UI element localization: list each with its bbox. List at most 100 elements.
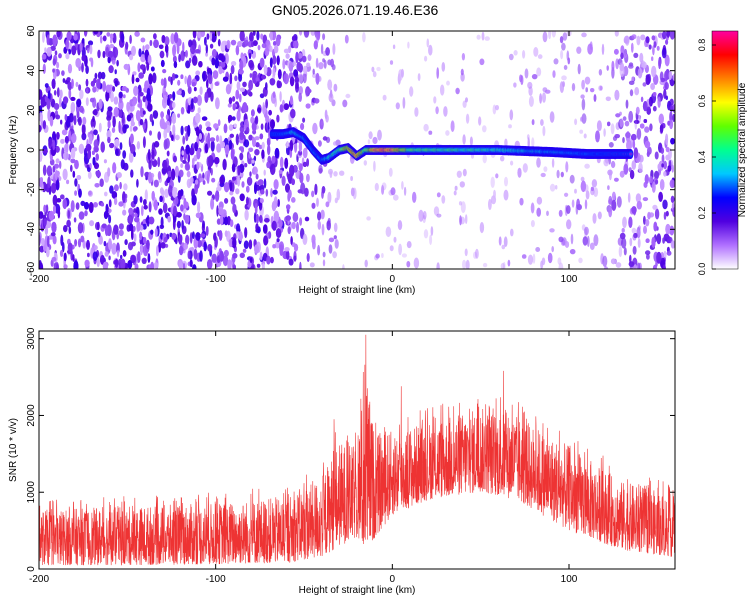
heatmap-cell: [119, 182, 122, 190]
heatmap-cell: [79, 89, 84, 100]
heatmap-cell: [345, 93, 351, 99]
heatmap-cell: [663, 160, 667, 170]
heatmap-cell: [332, 43, 336, 55]
heatmap-cell: [528, 95, 534, 107]
heatmap-cell: [465, 97, 468, 103]
heatmap-cell: [42, 63, 46, 74]
heatmap-cell: [543, 166, 548, 172]
heatmap-cell: [237, 41, 243, 47]
heatmap-cell: [119, 142, 123, 151]
y-tick-label: 20: [26, 104, 37, 116]
heatmap-cell: [105, 203, 109, 215]
heatmap-cell: [284, 247, 290, 252]
heatmap-cell: [510, 160, 514, 166]
heatmap-cell: [239, 87, 246, 93]
heatmap-cell: [110, 91, 114, 103]
heatmap-cell: [52, 139, 56, 151]
heatmap-cell: [55, 158, 60, 164]
heatmap-cell: [623, 247, 627, 256]
heatmap-cell: [614, 31, 619, 37]
heatmap-cell: [77, 31, 80, 41]
heatmap-cell: [287, 226, 291, 235]
heatmap-cell: [670, 137, 675, 145]
heatmap-cell: [259, 57, 265, 68]
heatmap-cell: [292, 61, 297, 67]
heatmap-cell: [322, 136, 328, 141]
heatmap-cell: [224, 144, 230, 155]
heatmap-cell: [109, 142, 115, 149]
heatmap-cell: [50, 232, 56, 237]
heatmap-cell: [272, 91, 276, 99]
heatmap-cell: [78, 84, 82, 91]
heatmap-cell: [662, 199, 668, 210]
heatmap-cell: [89, 44, 93, 55]
heatmap-cell: [177, 79, 181, 86]
heatmap-cell: [113, 224, 119, 235]
heatmap-cell: [279, 244, 284, 256]
heatmap-cell: [272, 67, 276, 77]
heatmap-cell: [87, 171, 92, 179]
heatmap-cell: [648, 44, 652, 50]
heatmap-cell: [207, 138, 211, 149]
heatmap-cell: [159, 50, 165, 59]
heatmap-cell: [664, 70, 668, 82]
heatmap-cell: [291, 197, 296, 203]
heatmap-cell: [47, 109, 51, 122]
heatmap-cell: [185, 50, 188, 58]
heatmap-cell: [402, 97, 406, 109]
heatmap-cell: [269, 78, 276, 86]
heatmap-cell: [141, 205, 144, 217]
heatmap-cell: [326, 220, 331, 231]
heatmap-cell: [459, 181, 465, 188]
heatmap-cell: [207, 190, 213, 196]
heatmap-cell: [111, 191, 118, 199]
heatmap-cell: [329, 171, 333, 179]
heatmap-cell: [555, 185, 558, 190]
heatmap-cell: [93, 139, 100, 149]
heatmap-cell: [135, 110, 141, 122]
heatmap-cell: [236, 223, 241, 234]
heatmap-cell: [662, 237, 665, 244]
heatmap-cell: [172, 55, 177, 63]
heatmap-cell: [564, 192, 569, 197]
heatmap-cell: [651, 56, 654, 61]
heatmap-cell: [39, 211, 44, 219]
heatmap-cell: [150, 261, 155, 269]
heatmap-cell: [665, 133, 669, 145]
heatmap-cell: [176, 90, 182, 95]
heatmap-cell: [593, 94, 597, 102]
heatmap-cell: [269, 163, 276, 176]
heatmap-cell: [598, 69, 603, 76]
heatmap-cell: [222, 255, 229, 267]
heatmap-cell: [73, 217, 77, 223]
heatmap-cell: [209, 137, 216, 142]
heatmap-cell: [654, 151, 659, 160]
heatmap-cell: [105, 84, 111, 93]
heatmap-cell: [643, 119, 648, 123]
heatmap-cell: [55, 146, 60, 153]
heatmap-cell: [292, 40, 299, 49]
heatmap-cell: [664, 54, 670, 67]
heatmap-cell: [631, 34, 637, 40]
heatmap-cell: [401, 253, 407, 258]
heatmap-cell: [97, 78, 101, 90]
heatmap-cell: [216, 143, 222, 153]
heatmap-cell: [660, 147, 665, 154]
heatmap-cell: [644, 140, 651, 149]
heatmap-cell: [120, 254, 123, 260]
heatmap-cell: [113, 96, 119, 105]
heatmap-cell: [637, 67, 643, 79]
heatmap-cell: [255, 173, 259, 180]
heatmap-cell: [229, 182, 233, 191]
heatmap-cell: [161, 189, 165, 197]
heatmap-cell: [192, 157, 195, 166]
y-tick-label: 3000: [26, 327, 37, 350]
heatmap-cell: [46, 165, 53, 177]
heatmap-cell: [69, 112, 74, 123]
heatmap-cell: [187, 104, 191, 114]
heatmap-cell: [564, 241, 570, 248]
heatmap-cell: [581, 32, 587, 38]
heatmap-cell: [178, 261, 183, 269]
heatmap-cell: [166, 150, 170, 157]
heatmap-cell: [211, 57, 216, 66]
